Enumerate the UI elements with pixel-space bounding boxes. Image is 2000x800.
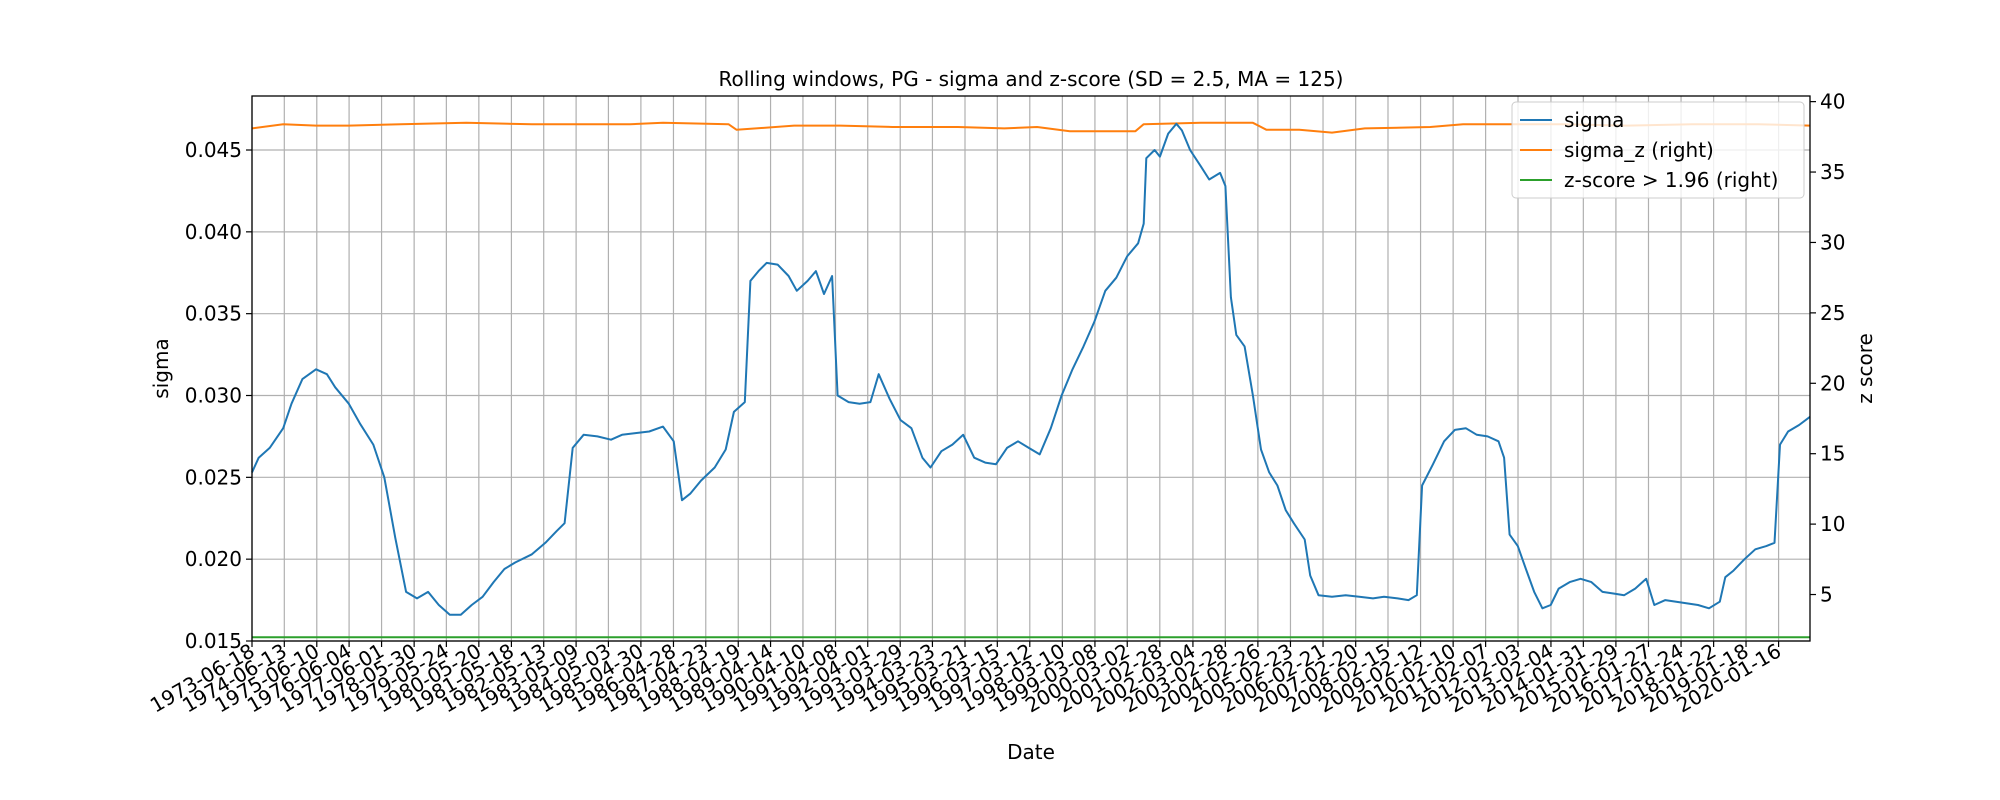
legend: sigma sigma_z (right) z-score > 1.96 (righ… xyxy=(1511,101,1805,199)
labels-layer: 1973-06-181974-06-131975-06-101976-06-04… xyxy=(146,90,1846,718)
legend-label: z-score > 1.96 (right) xyxy=(1564,168,1778,192)
y-right-tick-label: 10 xyxy=(1820,512,1845,536)
y-right-tick-label: 15 xyxy=(1820,442,1845,466)
legend-label: sigma xyxy=(1564,108,1624,132)
y-right-tick-label: 40 xyxy=(1820,90,1845,114)
ticks-layer xyxy=(246,101,1816,647)
y-tick-label: 0.015 xyxy=(185,629,242,653)
legend-label: sigma_z (right) xyxy=(1564,138,1714,162)
plot-frame xyxy=(251,95,1811,642)
y-right-tick-label: 20 xyxy=(1820,371,1845,395)
legend-box xyxy=(1511,101,1805,199)
chart-title: Rolling windows, PG - sigma and z-score … xyxy=(719,67,1344,91)
grid xyxy=(251,96,1810,642)
y-right-tick-label: 25 xyxy=(1820,301,1845,325)
y-tick-label: 0.030 xyxy=(185,384,242,408)
y-tick-label: 0.020 xyxy=(185,547,242,571)
y-tick-label: 0.025 xyxy=(185,465,242,489)
y-tick-label: 0.035 xyxy=(185,302,242,326)
y-axis-label: sigma xyxy=(149,338,173,398)
y-tick-label: 0.040 xyxy=(185,220,242,244)
series-layer xyxy=(251,121,1811,639)
y-axis-right-label: z score xyxy=(1853,333,1877,404)
series-line-sigma xyxy=(251,122,1811,616)
series-line-sigma-z-right xyxy=(251,121,1811,134)
y-right-tick-label: 5 xyxy=(1820,583,1833,607)
y-tick-label: 0.045 xyxy=(185,138,242,162)
y-right-tick-label: 35 xyxy=(1820,160,1845,184)
x-axis-label: Date xyxy=(1007,740,1055,764)
y-right-tick-label: 30 xyxy=(1820,230,1845,254)
